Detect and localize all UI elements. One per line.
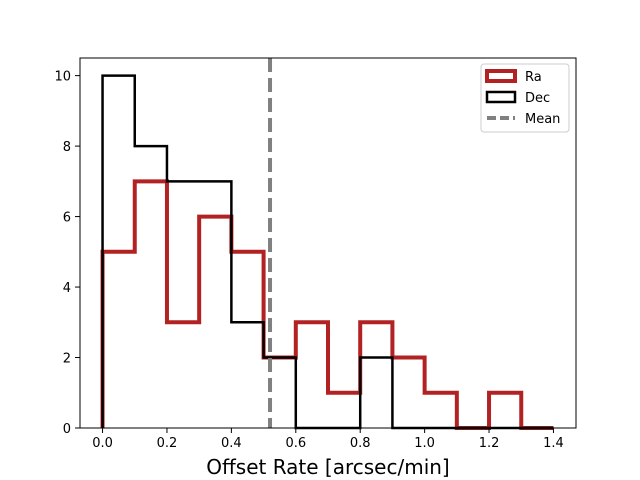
x-axis: 0.0 0.2 0.4 0.6 0.8 1.0 1.2 1.4 (92, 428, 564, 451)
x-tick-label: 1.2 (479, 436, 500, 451)
y-tick-label: 0 (63, 422, 71, 437)
legend-label-ra: Ra (525, 70, 542, 85)
y-tick-label: 6 (63, 211, 71, 226)
y-tick-label: 4 (63, 281, 71, 296)
x-tick-label: 0.0 (92, 436, 113, 451)
x-tick-label: 1.0 (414, 436, 435, 451)
legend: Ra Dec Mean (480, 63, 570, 133)
x-tick-label: 0.4 (221, 436, 242, 451)
legend-swatch-ra (485, 69, 517, 83)
y-axis: 0 2 4 6 8 10 (54, 70, 80, 437)
x-tick-label: 0.8 (350, 436, 371, 451)
legend-swatch-dec (485, 90, 517, 104)
y-tick-label: 10 (54, 70, 71, 85)
legend-label-dec: Dec (525, 91, 550, 106)
x-tick-label: 0.2 (157, 436, 178, 451)
y-tick-label: 2 (63, 352, 71, 367)
x-tick-label: 0.6 (285, 436, 306, 451)
y-tick-label: 8 (63, 140, 71, 155)
x-tick-label: 1.4 (543, 436, 564, 451)
x-axis-label: Offset Rate [arcsec/min] (206, 455, 449, 479)
legend-label-mean: Mean (525, 112, 560, 127)
axes-frame (79, 57, 577, 429)
